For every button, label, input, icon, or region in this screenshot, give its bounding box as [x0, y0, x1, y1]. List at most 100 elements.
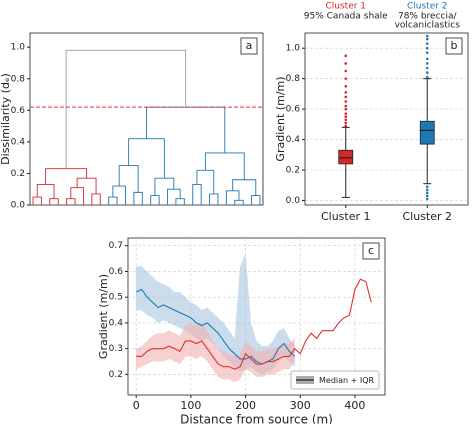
dendrogram-link — [234, 199, 244, 205]
y-tick-label: 0.4 — [109, 318, 124, 328]
dendrogram-link — [192, 184, 202, 205]
y-tick-label: 1.0 — [286, 44, 301, 54]
y-tick-label: 0.6 — [286, 105, 301, 115]
y-tick-label: 0.6 — [11, 106, 26, 116]
y-axis-label: Dissimilarity (dₑ) — [0, 73, 12, 165]
panel-label: b — [451, 39, 458, 52]
outlier — [344, 107, 348, 111]
dendrogram-link — [36, 184, 55, 199]
y-tick-label: 0.3 — [109, 344, 123, 354]
dendrogram-link — [45, 168, 88, 185]
category-header: Cluster 1 — [325, 2, 366, 12]
y-tick-label: 0.5 — [109, 293, 123, 303]
iqr-band — [136, 322, 295, 383]
plot-area — [304, 32, 469, 206]
box — [338, 149, 354, 165]
dendrogram-link — [76, 177, 97, 194]
outlier — [344, 100, 348, 103]
dendrogram-link — [146, 106, 226, 153]
category-note: volcaniclastics — [395, 21, 461, 31]
outlier — [344, 91, 348, 94]
y-axis-label: Gradient (m/m) — [274, 76, 287, 161]
outlier — [425, 66, 429, 70]
outlier — [425, 194, 429, 198]
outlier — [425, 188, 429, 192]
x-tick-label: Cluster 1 — [321, 210, 371, 223]
x-tick-label: 300 — [290, 399, 311, 412]
median-line — [136, 278, 372, 370]
y-tick-label: 0.2 — [109, 370, 123, 380]
dendrogram-link — [118, 165, 139, 193]
outlier — [425, 75, 429, 79]
outlier — [344, 124, 348, 128]
category-note: 95% Canada shale — [304, 12, 388, 22]
y-tick-label: 1.0 — [11, 43, 26, 53]
dendrogram-link — [91, 193, 101, 205]
y-tick-label: 0.0 — [11, 201, 26, 211]
dendrogram-link — [154, 177, 175, 196]
dendrogram-link — [112, 185, 126, 205]
dendrogram-link — [108, 196, 118, 205]
panel-label-box — [362, 242, 380, 260]
outlier — [344, 95, 348, 99]
outlier — [425, 34, 429, 38]
y-axis-label: Gradient (m/m) — [97, 274, 110, 359]
dendrogram-link — [70, 187, 84, 205]
dendrogram-link — [65, 49, 187, 169]
dendrogram-link — [128, 138, 165, 179]
x-tick-label: 200 — [235, 399, 256, 412]
y-tick-label: 0.8 — [286, 74, 301, 84]
outlier — [344, 69, 348, 73]
category-header: Cluster 2 — [407, 2, 448, 12]
box — [419, 120, 435, 145]
y-tick-label: 0.2 — [11, 169, 25, 179]
outlier — [425, 71, 429, 74]
dendrogram-link — [32, 196, 42, 205]
outlier — [425, 185, 429, 189]
dendrogram-link — [251, 195, 261, 205]
panel-label-box — [240, 37, 258, 55]
dendrogram-link — [133, 191, 143, 205]
y-tick-label: 0.6 — [109, 267, 124, 277]
outlier — [425, 37, 429, 41]
outlier — [425, 62, 429, 65]
plot-area — [127, 237, 386, 396]
dendrogram-link — [232, 179, 257, 196]
outlier — [344, 54, 348, 58]
outlier — [425, 57, 429, 61]
outlier — [344, 84, 348, 88]
legend-label: Median + IQR — [319, 376, 375, 385]
plot-area — [29, 32, 264, 206]
y-tick-label: 0.2 — [286, 165, 300, 175]
y-tick-label: 0.4 — [11, 137, 26, 147]
x-tick-label: 400 — [344, 399, 365, 412]
outlier — [344, 121, 348, 125]
dendrogram-link — [150, 195, 160, 205]
outlier — [344, 62, 348, 65]
dendrogram-link — [49, 198, 59, 205]
outlier — [344, 112, 348, 115]
y-tick-label: 0.4 — [286, 135, 301, 145]
category-note: 78% breccia/ — [398, 12, 458, 22]
dendrogram-link — [66, 198, 76, 205]
x-tick-label: 0 — [133, 399, 140, 412]
panel-label: c — [368, 244, 374, 257]
outlier — [425, 197, 429, 201]
dendrogram-link — [196, 169, 215, 194]
dendrogram-link — [175, 198, 185, 205]
outlier — [425, 46, 429, 50]
panel-label: a — [246, 39, 253, 52]
y-tick-label: 0.7 — [109, 241, 123, 251]
iqr-band — [136, 253, 295, 375]
outlier — [425, 42, 429, 45]
y-tick-label: 0.8 — [11, 74, 26, 84]
x-axis-label: Distance from source (m) — [180, 413, 333, 424]
outlier — [344, 104, 348, 108]
dendrogram-link — [167, 188, 181, 205]
legend-box — [290, 370, 380, 390]
outlier — [344, 115, 348, 119]
dendrogram-link — [204, 152, 245, 180]
outlier — [425, 51, 429, 55]
x-tick-label: 100 — [180, 399, 201, 412]
panel-label-box — [445, 37, 463, 55]
